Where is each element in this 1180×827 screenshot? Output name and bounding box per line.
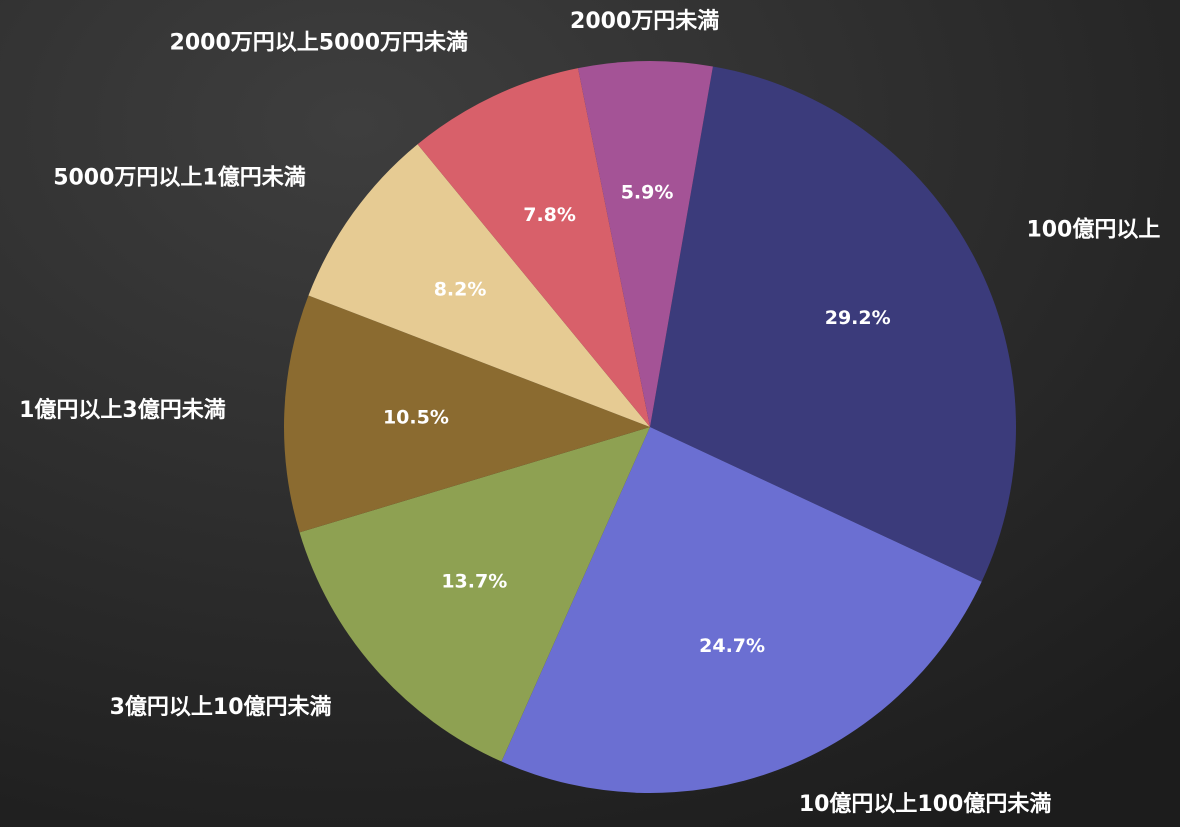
pie-slice xyxy=(650,66,1016,582)
value-label: 8.2% xyxy=(434,278,487,300)
category-label: 10億円以上100億円未満 xyxy=(799,791,1052,817)
pie-slice xyxy=(578,61,713,428)
pie-slice xyxy=(501,427,982,793)
value-label: 10.5% xyxy=(383,407,449,429)
value-label: 5.9% xyxy=(621,181,674,203)
value-label: 29.2% xyxy=(825,307,891,329)
pie-slice xyxy=(284,295,650,533)
category-label: 2000万円未満 xyxy=(570,8,719,34)
pie-slice xyxy=(417,68,650,427)
category-label: 100億円以上 xyxy=(1026,217,1160,243)
category-label: 5000万円以上1億円未満 xyxy=(53,165,306,191)
category-label: 1億円以上3億円未満 xyxy=(19,397,226,423)
value-label: 13.7% xyxy=(441,570,507,592)
pie-slice xyxy=(299,427,650,762)
category-label: 2000万円以上5000万円未満 xyxy=(170,29,468,55)
pie-slice xyxy=(308,144,650,427)
value-label: 7.8% xyxy=(523,204,576,226)
category-label: 3億円以上10億円未満 xyxy=(110,694,332,720)
value-label: 24.7% xyxy=(699,635,765,657)
